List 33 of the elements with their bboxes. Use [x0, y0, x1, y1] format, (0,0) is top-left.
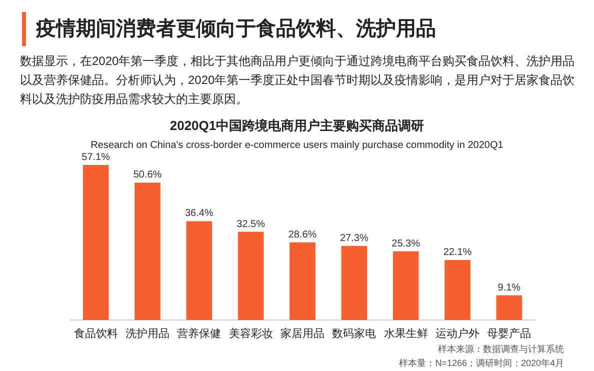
data-label: 28.6%	[288, 229, 317, 240]
text: 疫情期间消费者更倾向于食品饮料、洗护用品	[22, 12, 436, 46]
bar	[290, 242, 316, 320]
chart-subtitle: Research on China's cross-border e-commerce users mainly purchase commodity in 2020Q1	[90, 140, 504, 151]
text: 样本来源：数据调查与计算系统	[438, 343, 564, 356]
x-tick-label: 美容彩妆	[228, 327, 273, 340]
data-label: 25.3%	[392, 238, 420, 250]
x-tick-label: 营养保健	[177, 327, 222, 340]
data-label: 9.1%	[498, 282, 521, 294]
data-label: 50.6%	[133, 170, 162, 181]
text: 数据显示，在2020年第一季度，相比于其他商品用户更倾向于通过跨境电商平台购买食品饮料、洗护用品以及营养保健品。分析师认为，2020年第一季度正处中国春节时期以及疫情影响，是用户对于居家食品饮料以及洗护防疫用品需求较大的主要原因。	[20, 53, 575, 108]
data-label: 36.4%	[184, 208, 214, 220]
bar	[186, 221, 212, 320]
x-tick-label: 水果生鲜	[384, 327, 428, 340]
data-label: 57.1%	[82, 152, 110, 163]
bar	[134, 182, 160, 320]
data-label: 32.5%	[236, 218, 266, 230]
text: 样本量：N=1266；调研时间：2020年4月	[399, 357, 564, 370]
x-tick-label: 食品饮料	[74, 327, 118, 340]
bar	[496, 295, 522, 320]
chart-title: 2020Q1中国跨境电商用户主要购买商品调研	[170, 118, 424, 133]
x-tick-label: 数码家电	[332, 327, 376, 340]
bar	[82, 165, 109, 320]
x-tick-label: 运动户外	[436, 327, 480, 340]
bar	[444, 260, 470, 320]
x-tick-label: 母婴产品	[487, 327, 532, 340]
bar	[238, 232, 264, 320]
data-label: 27.3%	[340, 232, 368, 244]
bar	[392, 251, 419, 320]
bar	[341, 246, 368, 320]
x-tick-label: 家居用品	[280, 327, 324, 340]
data-label: 22.1%	[443, 247, 472, 258]
x-tick-label: 洗护用品	[126, 327, 170, 340]
